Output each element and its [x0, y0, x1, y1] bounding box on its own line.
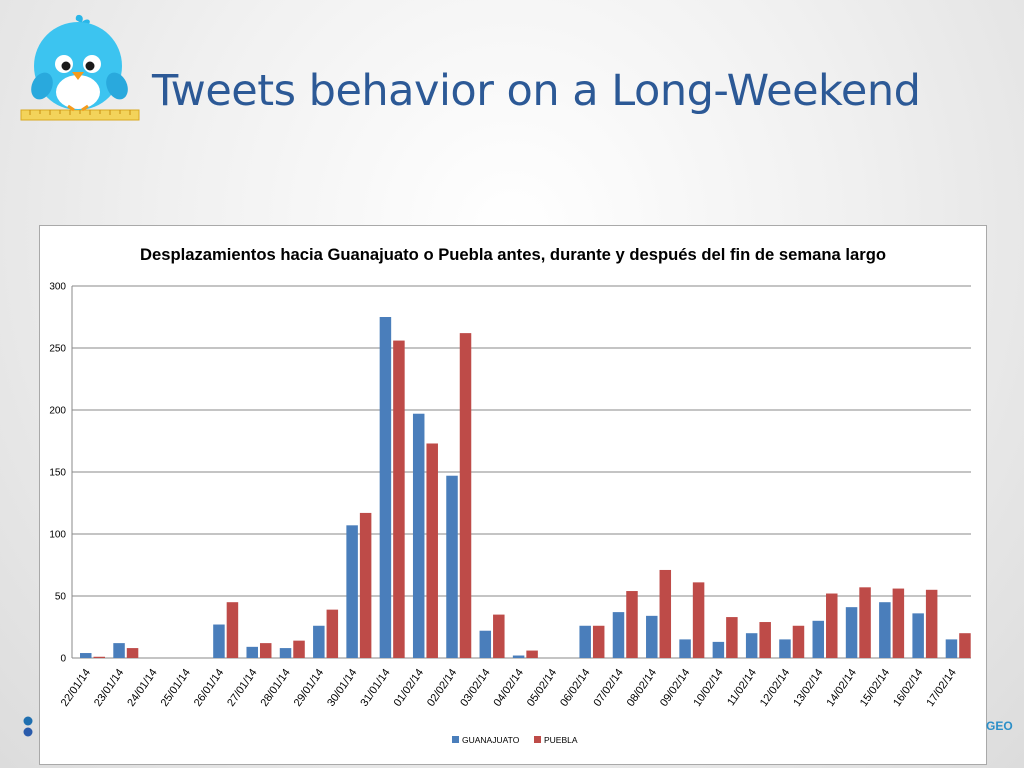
bar-puebla [526, 650, 538, 658]
bar-puebla [826, 593, 838, 658]
x-tick-label: 27/01/14 [225, 667, 259, 709]
x-tick-label: 24/01/14 [125, 667, 159, 709]
x-tick-label: 30/01/14 [325, 667, 359, 709]
bar-puebla [726, 617, 738, 658]
bar-guanajuato [845, 607, 858, 658]
bar-guanajuato [612, 612, 625, 658]
bar-puebla [759, 622, 771, 658]
chart-title: Desplazamientos hacia Guanajuato o Puebl… [140, 246, 886, 264]
x-tick-label: 02/02/14 [425, 667, 459, 709]
bar-puebla [626, 591, 638, 658]
x-tick-label: 08/02/14 [625, 667, 659, 709]
bar-puebla [792, 625, 805, 658]
x-tick-label: 01/02/14 [392, 667, 426, 709]
x-tick-label: 29/01/14 [292, 667, 326, 709]
x-tick-label: 06/02/14 [558, 667, 592, 709]
x-tick-label: 09/02/14 [658, 667, 692, 709]
bar-puebla [359, 512, 372, 658]
bar-puebla [692, 582, 705, 658]
x-tick-label: 31/01/14 [358, 667, 392, 709]
x-tick-label: 26/01/14 [192, 667, 226, 709]
bar-puebla [592, 625, 605, 658]
legend-swatch-guanajuato [452, 736, 459, 743]
bar-guanajuato [812, 620, 825, 658]
bar-guanajuato [712, 641, 725, 658]
y-tick-label: 100 [49, 530, 66, 541]
x-tick-label: 23/01/14 [92, 667, 126, 709]
x-tick-label: 28/01/14 [258, 667, 292, 709]
bar-guanajuato [446, 475, 458, 658]
bar-guanajuato [313, 625, 325, 658]
bar-chart: Desplazamientos hacia Guanajuato o Puebl… [49, 246, 971, 745]
x-tick-label: 25/01/14 [159, 667, 193, 709]
bar-guanajuato [745, 633, 758, 658]
bar-puebla [226, 602, 239, 658]
slide-title: Tweets behavior on a Long-Weekend [152, 66, 921, 116]
footer-logo: GEO [986, 712, 1022, 742]
bar-guanajuato [512, 655, 525, 658]
bar-guanajuato [113, 643, 125, 658]
bar-guanajuato [412, 413, 425, 658]
bar-puebla [126, 648, 139, 658]
bar-guanajuato [213, 624, 225, 658]
y-tick-label: 50 [55, 592, 67, 603]
bar-puebla [259, 643, 272, 658]
bar-puebla [459, 333, 472, 658]
x-tick-label: 10/02/14 [691, 667, 725, 709]
bar-guanajuato [479, 630, 492, 658]
x-tick-label: 05/02/14 [525, 667, 559, 709]
bar-guanajuato [879, 602, 891, 658]
x-tick-label: 14/02/14 [825, 667, 859, 709]
bar-guanajuato [579, 625, 591, 658]
x-tick-label: 16/02/14 [891, 667, 925, 709]
bar-puebla [925, 589, 938, 658]
x-tick-label: 15/02/14 [858, 667, 892, 709]
x-tick-label: 07/02/14 [591, 667, 625, 709]
twitter-bird-logo-icon [18, 12, 142, 124]
bar-guanajuato [679, 639, 691, 658]
bar-puebla [892, 588, 905, 658]
x-tick-label: 04/02/14 [492, 667, 526, 709]
bar-guanajuato [945, 639, 958, 658]
y-tick-label: 150 [49, 468, 66, 479]
bar-puebla [493, 614, 505, 658]
bar-guanajuato [912, 613, 924, 658]
bar-puebla [93, 656, 105, 658]
y-tick-label: 300 [49, 282, 66, 293]
bar-guanajuato [279, 648, 292, 658]
bar-guanajuato [246, 646, 258, 658]
legend-label-puebla: PUEBLA [544, 735, 578, 745]
bar-puebla [859, 587, 871, 658]
bar-guanajuato [80, 653, 92, 658]
legend-label-guanajuato: GUANAJUATO [462, 735, 520, 745]
y-tick-label: 250 [49, 344, 66, 355]
bar-puebla [293, 640, 305, 658]
y-tick-label: 0 [60, 654, 66, 665]
x-tick-label: 11/02/14 [725, 667, 759, 708]
social-icons [22, 716, 36, 738]
bar-guanajuato [379, 317, 392, 658]
bar-puebla [326, 609, 339, 658]
x-tick-label: 13/02/14 [791, 667, 825, 709]
bar-guanajuato [346, 525, 358, 658]
x-tick-label: 22/01/14 [59, 667, 93, 709]
bar-guanajuato [646, 615, 658, 658]
x-tick-label: 03/02/14 [458, 667, 492, 709]
x-tick-label: 12/02/14 [758, 667, 792, 709]
bar-puebla [659, 569, 672, 658]
y-tick-label: 200 [49, 406, 66, 417]
bar-puebla [426, 443, 438, 658]
bar-puebla [959, 633, 971, 658]
bar-puebla [393, 340, 405, 658]
x-tick-label: 17/02/14 [924, 667, 958, 709]
legend-swatch-puebla [534, 736, 541, 743]
chart-container: Desplazamientos hacia Guanajuato o Puebl… [39, 225, 987, 765]
bar-guanajuato [779, 639, 791, 658]
footer-logo-text: GEO [986, 719, 1013, 733]
